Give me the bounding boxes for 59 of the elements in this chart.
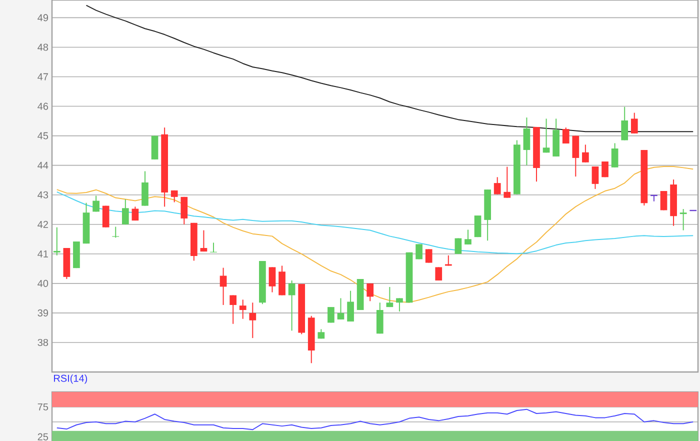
candlestick <box>474 215 482 238</box>
candlestick <box>494 176 501 195</box>
candlestick <box>151 135 158 160</box>
y-tick-label: 25 <box>38 433 48 440</box>
candlestick <box>249 302 256 339</box>
candlestick <box>239 299 246 320</box>
candlestick <box>92 195 100 212</box>
candlestick <box>425 248 432 264</box>
candlestick <box>200 230 208 252</box>
y-tick-label: 39 <box>38 309 48 316</box>
y-tick-label: 43 <box>38 191 48 198</box>
candlestick <box>288 280 296 332</box>
candlestick <box>53 226 60 256</box>
candlestick <box>621 106 628 141</box>
y-tick-label: 41 <box>38 250 48 258</box>
y-tick-label: 47 <box>38 73 48 80</box>
candlestick <box>278 265 286 296</box>
chart-title: RSI(14) <box>54 374 88 384</box>
candlestick <box>611 142 618 168</box>
candlestick <box>142 170 148 206</box>
candlestick <box>562 127 570 144</box>
candlestick <box>454 238 462 254</box>
candlestick <box>366 282 374 302</box>
candlestick <box>122 198 129 225</box>
candlestick <box>435 266 442 281</box>
candlestick <box>630 112 638 134</box>
y-tick-label: 42 <box>38 220 48 228</box>
candlestick <box>582 144 589 163</box>
y-tick-label: 38 <box>38 338 48 346</box>
candlestick <box>660 190 668 211</box>
candlestick <box>386 286 394 308</box>
candlestick <box>347 290 354 322</box>
candlestick <box>102 205 110 228</box>
candlestick <box>132 206 139 222</box>
candlestick <box>180 196 188 225</box>
candlestick <box>337 298 344 320</box>
y-tick-label: 40 <box>38 280 48 287</box>
candlestick <box>416 244 422 260</box>
y-tick-label: 48 <box>38 44 48 51</box>
candlestick <box>680 208 687 231</box>
candlestick <box>523 117 530 166</box>
candlestick <box>396 298 403 312</box>
y-tick-label: 44 <box>38 162 48 169</box>
candlestick <box>220 267 227 306</box>
y-tick-label: 45 <box>38 132 48 140</box>
candlestick <box>112 226 120 238</box>
y-tick-label: 75 <box>38 403 48 410</box>
candlestick <box>592 166 599 190</box>
candlestick <box>464 229 472 245</box>
line-series <box>56 166 694 303</box>
candlestick <box>542 118 550 154</box>
candlestick <box>572 135 580 178</box>
candlestick <box>268 266 276 293</box>
candlestick <box>376 302 384 334</box>
candlestick <box>230 294 237 324</box>
y-tick-label: 49 <box>38 14 48 22</box>
candlestick <box>328 306 334 324</box>
y-tick-label: 46 <box>38 102 48 110</box>
candlestick <box>504 166 511 198</box>
